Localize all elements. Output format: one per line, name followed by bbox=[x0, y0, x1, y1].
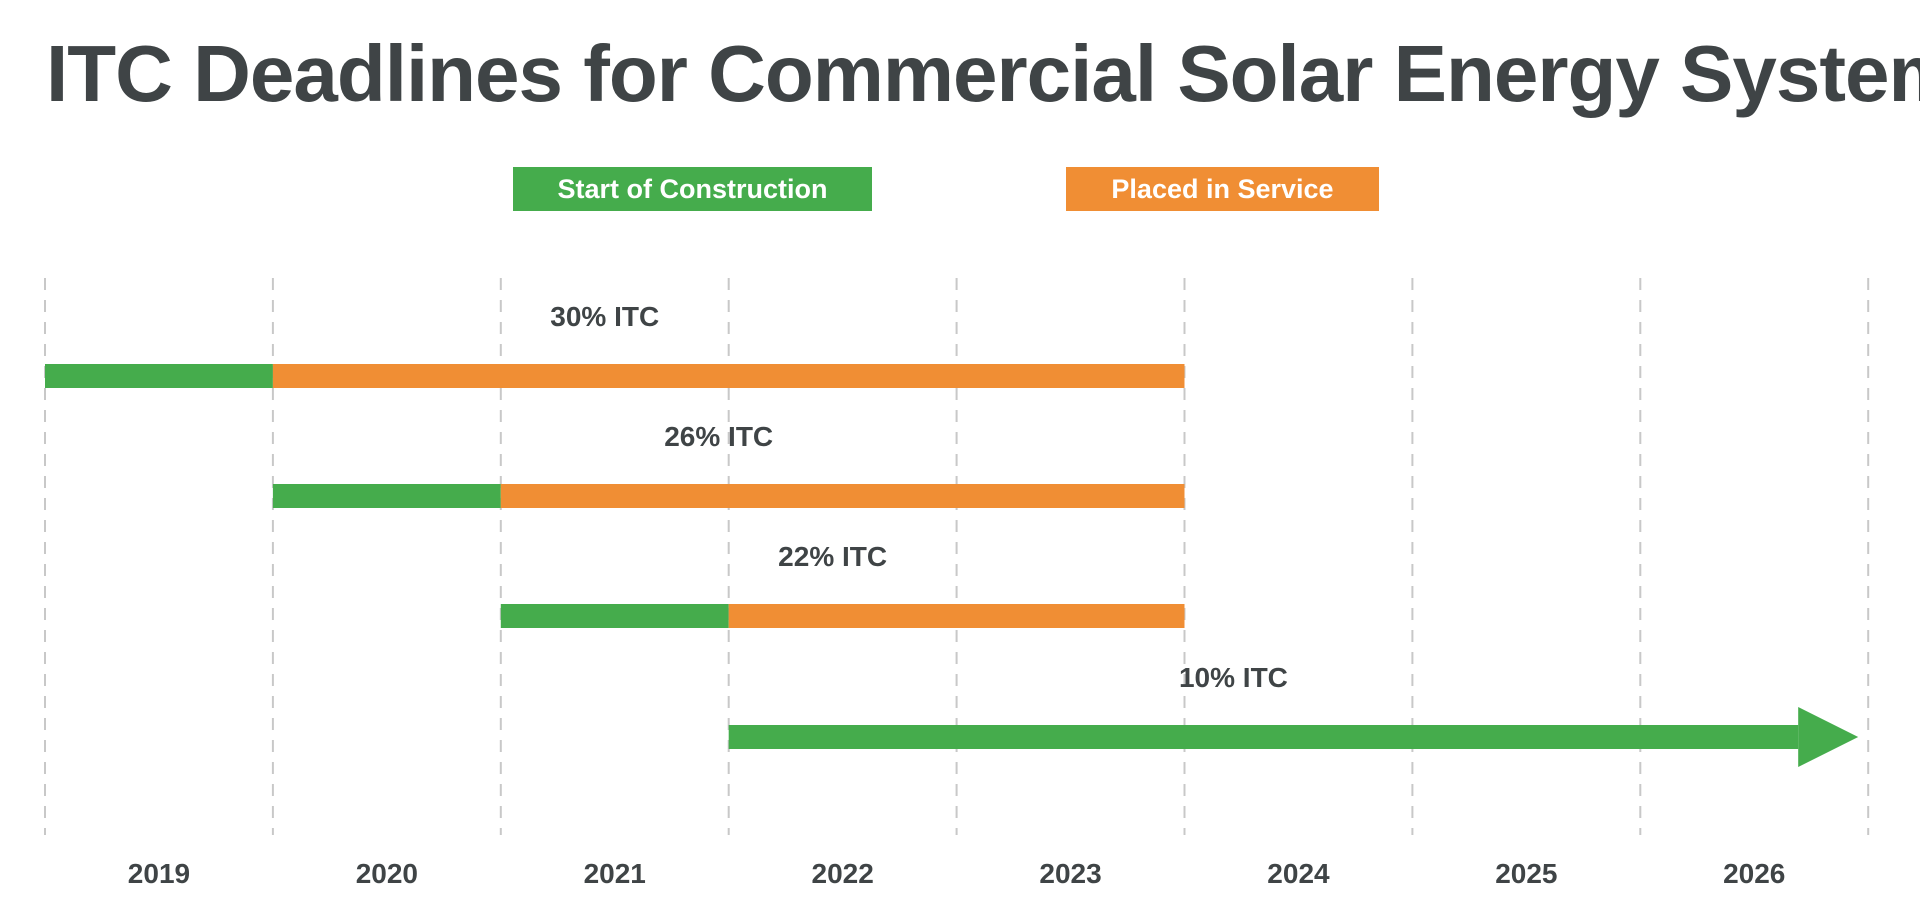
x-tick-label: 2026 bbox=[1723, 858, 1785, 889]
start-of-construction-bar bbox=[272, 484, 501, 508]
start-of-construction-bar bbox=[500, 604, 729, 628]
series-label: 30% ITC bbox=[550, 301, 659, 332]
x-tick-label: 2023 bbox=[1039, 858, 1101, 889]
x-tick-label: 2022 bbox=[812, 858, 874, 889]
x-tick-label: 2021 bbox=[584, 858, 646, 889]
ongoing-arrow-head bbox=[1798, 707, 1859, 767]
placed-in-service-bar bbox=[728, 604, 1185, 628]
x-tick-label: 2024 bbox=[1267, 858, 1330, 889]
x-tick-label: 2020 bbox=[356, 858, 418, 889]
legend-start-label: Start of Construction bbox=[557, 173, 828, 204]
placed-in-service-bar bbox=[500, 484, 1185, 508]
series-label: 22% ITC bbox=[778, 541, 887, 572]
x-tick-label: 2019 bbox=[128, 858, 190, 889]
chart-title: ITC Deadlines for Commercial Solar Energ… bbox=[46, 29, 1920, 118]
x-tick-label: 2025 bbox=[1495, 858, 1557, 889]
series-label: 10% ITC bbox=[1179, 662, 1288, 693]
legend-start-of-construction: Start of Construction bbox=[513, 167, 872, 211]
start-of-construction-bar bbox=[728, 725, 1799, 749]
series-label: 26% ITC bbox=[664, 421, 773, 452]
placed-in-service-bar bbox=[272, 364, 1185, 388]
legend-placed-in-service: Placed in Service bbox=[1066, 167, 1379, 211]
start-of-construction-bar bbox=[45, 364, 273, 388]
legend-service-label: Placed in Service bbox=[1111, 173, 1334, 204]
